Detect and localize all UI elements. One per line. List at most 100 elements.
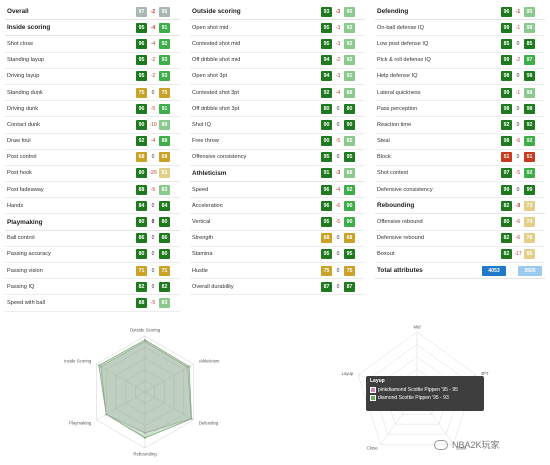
attribute-value-a: 85 bbox=[501, 38, 512, 49]
attribute-value-a: 98 bbox=[501, 103, 512, 114]
attribute-value-b: 92 bbox=[524, 168, 535, 179]
attribute-delta: -1 bbox=[515, 89, 521, 96]
attribute-values: 88 -5 83 bbox=[136, 297, 170, 308]
attribute-row: Free throw 90 -5 85 bbox=[190, 134, 365, 150]
attribute-value-b: 91 bbox=[344, 71, 355, 82]
attribute-values: 97 -5 92 bbox=[501, 168, 535, 179]
radar-axis-line bbox=[144, 363, 194, 393]
attribute-values: 68 0 68 bbox=[321, 233, 355, 244]
wechat-icon bbox=[434, 439, 448, 450]
attribute-row: Speed with ball 88 -5 83 bbox=[5, 295, 180, 312]
attribute-row: Offensive consistency 95 0 95 bbox=[190, 150, 365, 166]
radar-axis-label: Mid bbox=[414, 325, 422, 330]
attribute-name: Strength bbox=[192, 235, 214, 242]
attribute-value-b: 98 bbox=[524, 22, 535, 33]
attribute-value-b: 88 bbox=[344, 87, 355, 98]
attribute-delta: 0 bbox=[516, 154, 520, 161]
attribute-value-b: 86 bbox=[159, 233, 170, 244]
radar-point bbox=[186, 366, 189, 369]
attribute-value-b: 92 bbox=[524, 136, 535, 147]
overall-a: 97 bbox=[136, 6, 147, 17]
attribute-name: Offensive consistency bbox=[192, 154, 247, 161]
attribute-values: 75 0 75 bbox=[136, 87, 170, 98]
attribute-value-b: 75 bbox=[159, 87, 170, 98]
attribute-value-a: 94 bbox=[321, 71, 332, 82]
section-values: 95 -4 91 bbox=[136, 22, 170, 33]
attribute-value-a: 95 bbox=[321, 22, 332, 33]
watermark-text: NBA2K玩家 bbox=[452, 440, 500, 450]
section-title: Rebounding bbox=[377, 202, 415, 210]
attribute-row: Standing dunk 75 0 75 bbox=[5, 85, 180, 102]
attribute-row: Passing IQ 82 0 82 bbox=[5, 279, 180, 296]
attribute-row: Reaction time 92 0 92 bbox=[375, 117, 545, 134]
attribute-delta: -3 bbox=[335, 40, 341, 47]
attribute-value-b: 92 bbox=[344, 184, 355, 195]
attribute-value-a: 99 bbox=[501, 87, 512, 98]
attribute-value-b: 80 bbox=[344, 103, 355, 114]
attribute-delta: -2 bbox=[335, 57, 341, 64]
attribute-value-a: 98 bbox=[501, 136, 512, 147]
section-value-a: 91 bbox=[321, 168, 332, 179]
attribute-row: Hustle 75 0 75 bbox=[190, 263, 365, 280]
section-values: 91 -3 88 bbox=[321, 168, 355, 179]
attribute-value-b: 90 bbox=[344, 119, 355, 130]
section-delta: -3 bbox=[335, 170, 341, 177]
attribute-value-b: 98 bbox=[524, 71, 535, 82]
attribute-row: On-ball defense IQ 99 -1 98 bbox=[375, 20, 545, 37]
attribute-name: Post fadeaway bbox=[7, 186, 44, 193]
column-right: Defending 96 -1 95 On-ball defense IQ 99 -1 98 L… bbox=[375, 4, 545, 280]
attribute-delta: 0 bbox=[151, 283, 155, 290]
attribute-delta: -3 bbox=[335, 73, 341, 80]
attribute-value-b: 75 bbox=[344, 265, 355, 276]
attribute-values: 96 -4 92 bbox=[136, 38, 170, 49]
attribute-value-a: 68 bbox=[321, 233, 332, 244]
attribute-values: 80 0 80 bbox=[321, 103, 355, 114]
attribute-delta: 0 bbox=[336, 154, 340, 161]
attribute-values: 96 -4 92 bbox=[321, 184, 355, 195]
attribute-value-a: 80 bbox=[136, 168, 147, 179]
section-outside-scoring: Outside scoring 93 -3 90 Open shot mid 95 -3 92… bbox=[190, 4, 365, 166]
attribute-row: Driving layup 95 -2 93 bbox=[5, 69, 180, 85]
attribute-name: Open shot 3pt bbox=[192, 73, 228, 80]
attribute-value-a: 80 bbox=[321, 103, 332, 114]
attribute-value-b: 85 bbox=[524, 38, 535, 49]
radar-axis-label: Defending bbox=[199, 421, 219, 426]
section-header: Athleticism 91 -3 88 bbox=[190, 166, 365, 183]
attribute-row: Stamina 95 0 95 bbox=[190, 247, 365, 263]
attribute-value-b: 92 bbox=[344, 22, 355, 33]
attribute-values: 92 -4 88 bbox=[321, 87, 355, 98]
attribute-value-a: 95 bbox=[321, 38, 332, 49]
radar-axis-labels-2: Mid 3PT Dunk Close Layup bbox=[342, 325, 489, 451]
attribute-value-a: 94 bbox=[321, 55, 332, 66]
attribute-delta: 0 bbox=[336, 235, 340, 242]
attribute-delta: -6 bbox=[335, 202, 341, 209]
attribute-name: Contested shot 3pt bbox=[192, 89, 239, 96]
attribute-row: Speed 96 -4 92 bbox=[190, 182, 365, 199]
attribute-row: Passing accuracy 80 0 80 bbox=[5, 247, 180, 263]
attribute-value-a: 90 bbox=[321, 119, 332, 130]
section-defending: Defending 96 -1 95 On-ball defense IQ 99 -1 98 L… bbox=[375, 4, 545, 199]
attribute-delta: 0 bbox=[151, 202, 155, 209]
overall-row: Overall 97 -2 95 bbox=[5, 4, 180, 21]
attribute-row: Steal 98 -6 92 bbox=[375, 134, 545, 150]
attribute-name: Pick & roll defense IQ bbox=[377, 57, 431, 64]
attribute-name: Hands bbox=[7, 202, 24, 209]
attribute-row: Acceleration 96 -6 90 bbox=[190, 198, 365, 215]
attribute-name: Pass perception bbox=[377, 105, 418, 112]
attribute-name: Shot contest bbox=[377, 170, 409, 177]
attribute-name: Stamina bbox=[192, 251, 213, 258]
attribute-value-b: 68 bbox=[159, 152, 170, 163]
attribute-delta: -2 bbox=[150, 57, 156, 64]
section-values: 80 0 80 bbox=[136, 217, 170, 228]
attribute-values: 99 -2 97 bbox=[501, 55, 535, 66]
section-header: Outside scoring 93 -3 90 bbox=[190, 4, 365, 21]
attribute-values: 82 -17 65 bbox=[501, 249, 535, 260]
attribute-value-a: 92 bbox=[501, 119, 512, 130]
attribute-value-b: 98 bbox=[524, 103, 535, 114]
section-delta: 0 bbox=[151, 219, 155, 226]
attribute-values: 86 0 86 bbox=[136, 233, 170, 244]
attribute-delta: -5 bbox=[335, 219, 341, 226]
attribute-delta: -5 bbox=[515, 170, 521, 177]
attribute-values: 75 0 75 bbox=[321, 265, 355, 276]
attribute-row: Pick & roll defense IQ 99 -2 97 bbox=[375, 53, 545, 69]
